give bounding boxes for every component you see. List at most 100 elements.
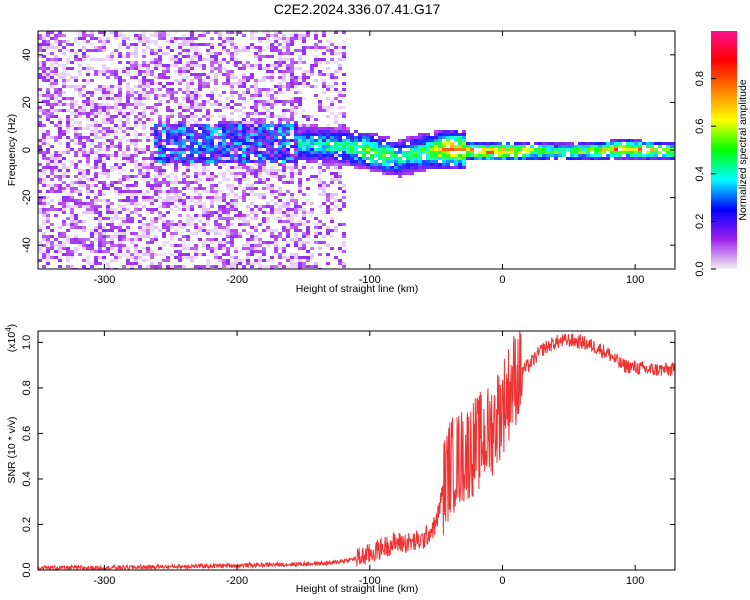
heatmap-cell	[338, 142, 342, 145]
heatmap-cell	[302, 61, 306, 64]
heatmap-cell	[274, 67, 278, 70]
heatmap-cell	[194, 232, 198, 235]
heatmap-cell	[326, 49, 330, 52]
heatmap-cell	[98, 160, 102, 163]
heatmap-cell	[278, 247, 282, 250]
heatmap-cell	[70, 250, 74, 253]
heatmap-cell	[226, 79, 230, 82]
heatmap-cell	[550, 142, 554, 145]
heatmap-cell	[370, 142, 374, 145]
heatmap-cell	[58, 94, 62, 97]
heatmap-cell	[114, 163, 118, 166]
heatmap-cell	[254, 172, 258, 175]
heatmap-cell	[290, 127, 294, 130]
heatmap-cell	[322, 148, 326, 151]
heatmap-cell	[142, 70, 146, 73]
heatmap-cell	[190, 55, 194, 58]
heatmap-cell	[46, 217, 50, 220]
heatmap-cell	[242, 166, 246, 169]
heatmap-cell	[110, 106, 114, 109]
heatmap-cell	[94, 232, 98, 235]
heatmap-cell	[282, 220, 286, 223]
colorbar-label: Normalized spectral amplitude	[737, 79, 749, 220]
heatmap-cell	[190, 217, 194, 220]
heatmap-cell	[174, 244, 178, 247]
heatmap-cell	[218, 52, 222, 55]
heatmap-cell	[338, 187, 342, 190]
heatmap-cell	[266, 64, 270, 67]
heatmap-cell	[82, 52, 86, 55]
heatmap-cell	[130, 139, 134, 142]
heatmap-cell	[54, 154, 58, 157]
heatmap-cell	[226, 61, 230, 64]
heatmap-cell	[650, 154, 654, 157]
heatmap-cell	[350, 142, 354, 145]
heatmap-cell	[338, 130, 342, 133]
heatmap-cell	[266, 145, 270, 148]
heatmap-cell	[142, 235, 146, 238]
heatmap-cell	[266, 205, 270, 208]
heatmap-cell	[94, 121, 98, 124]
heatmap-cell	[50, 172, 54, 175]
heatmap-cell	[242, 97, 246, 100]
heatmap-cell	[218, 247, 222, 250]
heatmap-cell	[374, 142, 378, 145]
x-tick-label: 100	[626, 274, 644, 286]
heatmap-cell	[154, 97, 158, 100]
heatmap-cell	[174, 232, 178, 235]
heatmap-cell	[106, 202, 110, 205]
heatmap-cell	[186, 49, 190, 52]
heatmap-cell	[226, 121, 230, 124]
heatmap-cell	[418, 148, 422, 151]
heatmap-cell	[78, 91, 82, 94]
heatmap-cell	[286, 205, 290, 208]
colorbar: 0.00.20.40.60.8 Normalized spectral ampl…	[694, 31, 749, 277]
heatmap-cell	[210, 136, 214, 139]
heatmap-cell	[586, 148, 590, 151]
heatmap-cell	[306, 187, 310, 190]
heatmap-cell	[266, 55, 270, 58]
heatmap-cell	[422, 166, 426, 169]
heatmap-cell	[190, 205, 194, 208]
heatmap-cell	[162, 85, 166, 88]
heatmap-cell	[202, 34, 206, 37]
heatmap-cell	[186, 148, 190, 151]
heatmap-cell	[74, 220, 78, 223]
heatmap-cell	[146, 199, 150, 202]
heatmap-cell	[102, 148, 106, 151]
heatmap-cell	[82, 31, 86, 34]
heatmap-cell	[450, 166, 454, 169]
heatmap-cell	[202, 136, 206, 139]
heatmap-cell	[226, 169, 230, 172]
heatmap-cell	[330, 106, 334, 109]
heatmap-cell	[102, 58, 106, 61]
heatmap-cell	[330, 133, 334, 136]
heatmap-cell	[290, 52, 294, 55]
heatmap-cell	[274, 37, 278, 40]
heatmap-cell	[94, 136, 98, 139]
heatmap-cell	[254, 151, 258, 154]
heatmap-cell	[178, 238, 182, 241]
heatmap-cell	[78, 241, 82, 244]
heatmap-cell	[294, 253, 298, 256]
heatmap-cell	[246, 169, 250, 172]
heatmap-cell	[46, 163, 50, 166]
heatmap-cell	[306, 160, 310, 163]
heatmap-cell	[350, 136, 354, 139]
heatmap-cell	[270, 169, 274, 172]
heatmap-cell	[130, 94, 134, 97]
heatmap-cell	[118, 76, 122, 79]
colorbar-tick-label: 0.0	[694, 261, 706, 276]
heatmap-cell	[38, 88, 42, 91]
heatmap-cell	[438, 154, 442, 157]
heatmap-cell	[98, 247, 102, 250]
heatmap-cell	[126, 100, 130, 103]
heatmap-cell	[250, 46, 254, 49]
heatmap-cell	[258, 175, 262, 178]
heatmap-cell	[326, 40, 330, 43]
heatmap-cell	[590, 157, 594, 160]
heatmap-cell	[358, 133, 362, 136]
heatmap-cell	[38, 208, 42, 211]
heatmap-cell	[314, 223, 318, 226]
heatmap-cell	[42, 184, 46, 187]
